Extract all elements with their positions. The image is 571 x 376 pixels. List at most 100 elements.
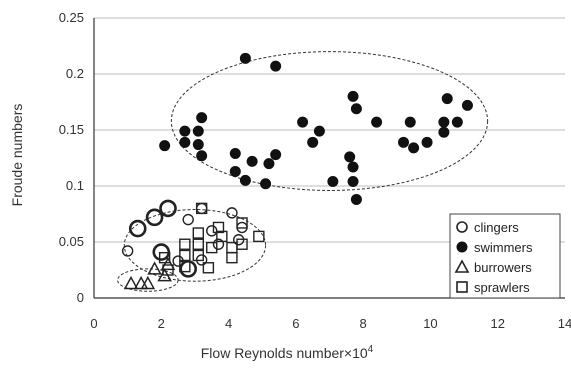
sprawlers-point: [179, 249, 191, 262]
clingers-point: [128, 219, 147, 238]
sprawlers-point: [192, 249, 204, 262]
swimmers-point: [438, 116, 450, 128]
legend-marker-swimmers: [456, 241, 468, 253]
swimmers-point: [270, 149, 282, 161]
y-tick-label: 0.25: [59, 10, 84, 25]
sprawlers-point: [179, 260, 191, 273]
x-tick-label: 6: [292, 316, 299, 331]
sprawlers-point: [192, 227, 204, 239]
legend-marker-burrowers: [454, 259, 470, 273]
swimmers-point: [297, 116, 309, 128]
swimmers-point: [421, 136, 433, 148]
swimmers-point: [229, 165, 241, 177]
swimmers-point: [347, 176, 359, 188]
x-tick-label: 14: [558, 316, 571, 331]
swimmers-point: [451, 116, 463, 128]
swimmers-point: [371, 116, 383, 128]
sprawlers-point: [162, 264, 174, 276]
burrowers-point: [140, 275, 156, 290]
x-tick-label: 10: [423, 316, 437, 331]
clingers-point: [206, 225, 218, 237]
swimmers-point: [239, 174, 251, 186]
grouping-ellipses: [117, 51, 489, 292]
swimmers-point: [179, 136, 191, 148]
legend-label-sprawlers: sprawlers: [474, 280, 530, 295]
x-tick-label: 2: [158, 316, 165, 331]
clingers-point: [121, 245, 134, 257]
swimmers-point: [307, 136, 319, 148]
legend-marker-clingers: [456, 221, 468, 233]
swimmers-point: [313, 125, 325, 137]
swimmers-point: [350, 193, 362, 205]
x-tick-label: 8: [360, 316, 367, 331]
sprawlers-point: [236, 217, 248, 229]
clingers-point: [159, 199, 177, 218]
sprawlers-point: [212, 221, 225, 234]
sprawlers-point: [179, 238, 191, 250]
burrowers-point: [160, 256, 176, 271]
swimmers-point: [404, 116, 416, 128]
sprawlers-point: [236, 238, 248, 250]
burrowers-point: [147, 261, 162, 275]
clingers-point: [182, 213, 194, 226]
sprawlers-point: [192, 238, 204, 250]
legend-box: [449, 213, 561, 299]
sprawlers-point: [195, 202, 208, 215]
legend: clingers swimmers burrowers sprawlers: [449, 213, 561, 299]
swimmers-point: [159, 140, 171, 152]
swimmers-point: [270, 60, 282, 72]
swimmers-point: [461, 99, 473, 111]
sprawlers-point: [253, 230, 265, 243]
swimmers-point: [344, 151, 356, 163]
legend-label-swimmers: swimmers: [474, 240, 533, 255]
x-tick-labels: 0 2 4 6 8 10 12 14: [90, 316, 571, 331]
x-tick-label: 12: [490, 316, 504, 331]
sprawlers-point: [206, 241, 218, 254]
swimmers-point: [350, 103, 362, 115]
burrowers-point: [123, 275, 139, 290]
legend-marker-sprawlers: [456, 281, 468, 293]
data-points: [121, 52, 473, 290]
clingers-point: [212, 238, 225, 250]
sprawlers-point: [158, 251, 171, 264]
grouping-ellipse: [117, 268, 179, 292]
sprawlers-point: [216, 230, 228, 243]
swimmers-point: [327, 176, 339, 188]
y-tick-label: 0: [77, 290, 84, 305]
x-tick-label: 4: [225, 316, 232, 331]
swimmers-point: [408, 142, 420, 154]
swimmers-point: [229, 148, 241, 160]
x-axis-label-group: Flow Reynolds number×104: [201, 344, 374, 361]
swimmers-point: [347, 90, 359, 102]
y-tick-label: 0.1: [66, 178, 84, 193]
swimmers-point: [398, 136, 410, 148]
swimmers-point: [260, 178, 272, 190]
x-axis-label-suffix: ×10: [344, 345, 368, 361]
clingers-point: [145, 208, 164, 227]
swimmers-point: [347, 161, 359, 173]
y-tick-label: 0.15: [59, 122, 84, 137]
swimmers-point: [441, 93, 453, 105]
clingers-point: [179, 260, 197, 278]
swimmers-point: [263, 158, 275, 170]
swimmers-point: [246, 155, 258, 167]
clingers-point: [195, 202, 208, 215]
swimmers-point: [239, 52, 251, 64]
y-tick-labels: 0 0.05 0.1 0.15 0.2 0.25: [59, 10, 84, 305]
swimmers-point: [192, 139, 204, 151]
swimmers-point: [438, 126, 450, 138]
sprawlers-point: [202, 262, 215, 274]
x-tick-label: 0: [90, 316, 97, 331]
swimmers-point: [179, 125, 191, 137]
x-axis-label: Flow Reynolds number: [201, 345, 345, 361]
y-axis-label: Froude numbers: [9, 104, 25, 207]
clingers-point: [226, 207, 238, 219]
x-axis-label-exponent: 4: [368, 344, 374, 355]
sprawlers-point: [226, 251, 238, 264]
y-tick-label: 0.05: [59, 234, 84, 249]
swimmers-point: [196, 150, 208, 162]
grouping-ellipse: [170, 51, 489, 191]
legend-label-burrowers: burrowers: [474, 260, 532, 275]
swimmers-point: [192, 125, 204, 137]
